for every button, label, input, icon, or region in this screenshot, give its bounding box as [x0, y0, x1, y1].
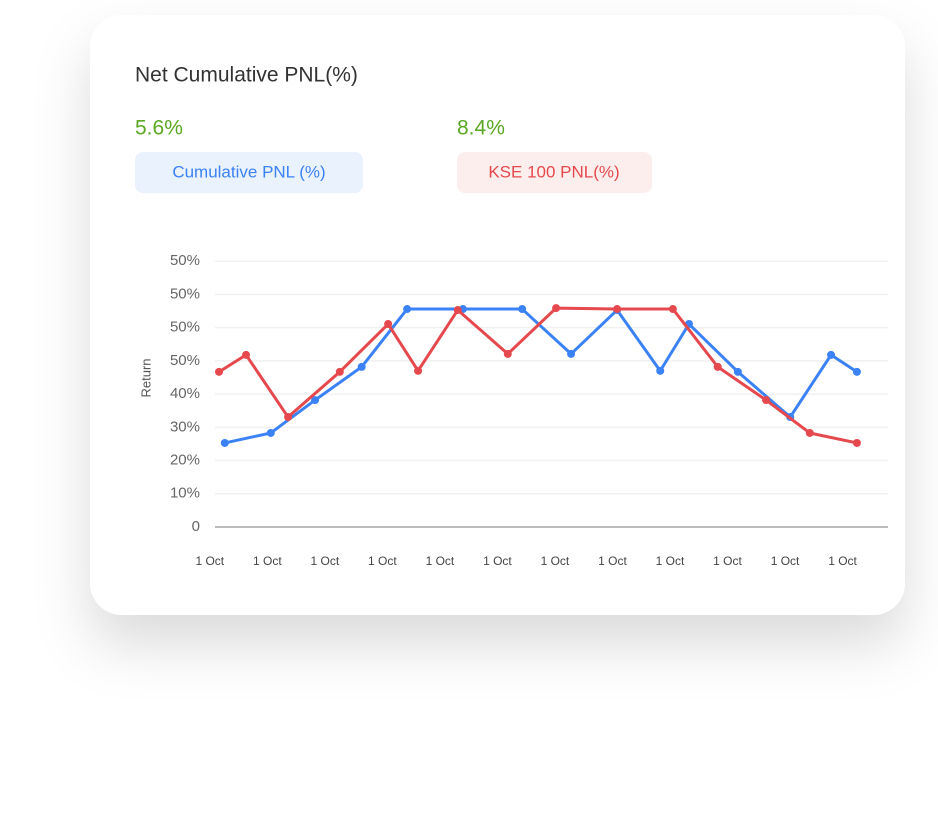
x-tick-label: 1 Oct — [368, 554, 397, 568]
y-tick-label: 50% — [170, 319, 200, 336]
data-point — [827, 350, 836, 359]
x-tick-label: 1 Oct — [311, 554, 340, 568]
y-tick-label: 40% — [170, 385, 200, 402]
y-tick-label: 10% — [170, 485, 200, 502]
x-tick-label: 1 Oct — [598, 554, 627, 568]
card-title: Net Cumulative PNL(%) — [135, 64, 358, 87]
legend-chip — [457, 152, 652, 193]
y-tick-label: 50% — [170, 285, 200, 302]
data-point — [403, 305, 412, 314]
legend-chip — [135, 152, 363, 193]
data-point — [762, 396, 771, 405]
legend-label: Cumulative PNL (%) — [172, 162, 325, 181]
x-tick-label: 1 Oct — [771, 554, 800, 568]
card — [90, 15, 905, 615]
y-tick-label: 50% — [170, 352, 200, 369]
data-point — [311, 396, 320, 405]
data-point — [357, 362, 366, 371]
data-point — [852, 438, 861, 447]
x-tick-label: 1 Oct — [713, 554, 742, 568]
data-point — [215, 367, 224, 376]
data-point — [266, 428, 275, 437]
y-axis-label: Return — [138, 358, 153, 397]
data-point — [242, 350, 251, 359]
data-point — [733, 367, 742, 376]
data-point — [552, 304, 561, 313]
data-point — [613, 305, 622, 314]
data-point — [518, 305, 527, 314]
data-point — [713, 362, 722, 371]
x-tick-label: 1 Oct — [195, 554, 224, 568]
data-point — [414, 366, 423, 375]
data-point — [384, 320, 393, 329]
x-tick-label: 1 Oct — [828, 554, 857, 568]
data-point — [453, 306, 462, 315]
data-point — [335, 367, 344, 376]
headline-value: 5.6% — [135, 117, 183, 140]
x-tick-label: 1 Oct — [483, 554, 512, 568]
x-tick-label: 1 Oct — [426, 554, 455, 568]
legend-label: KSE 100 PNL(%) — [488, 162, 619, 181]
data-point — [805, 428, 814, 437]
y-tick-label: 20% — [170, 452, 200, 469]
headline-value: 8.4% — [457, 117, 505, 140]
y-tick-label: 30% — [170, 418, 200, 435]
data-point — [656, 366, 665, 375]
data-point — [220, 438, 229, 447]
data-point — [567, 349, 576, 358]
x-tick-label: 1 Oct — [541, 554, 570, 568]
y-tick-label: 50% — [170, 252, 200, 269]
data-point — [852, 367, 861, 376]
y-tick-label: 0 — [192, 518, 200, 535]
x-tick-label: 1 Oct — [253, 554, 282, 568]
data-point — [503, 349, 512, 358]
data-point — [668, 305, 677, 314]
x-tick-label: 1 Oct — [656, 554, 685, 568]
data-point — [284, 413, 293, 422]
